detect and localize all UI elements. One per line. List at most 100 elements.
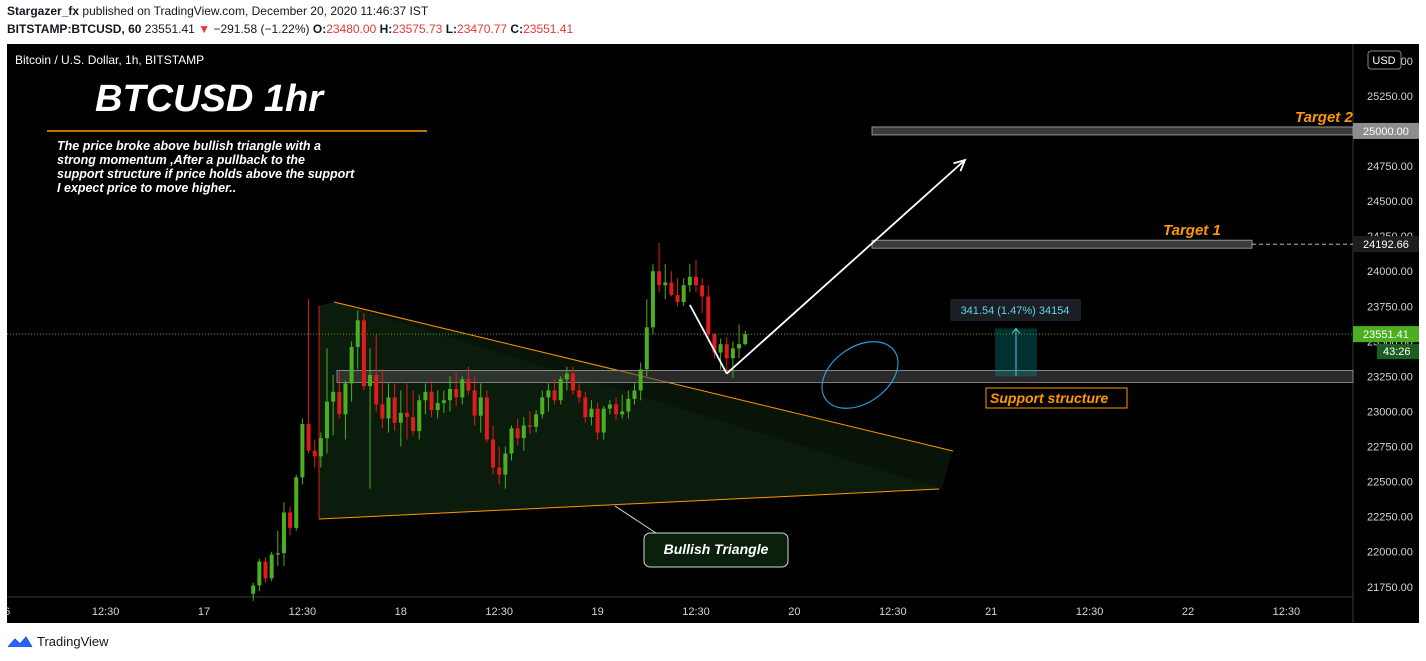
support-zone[interactable] (336, 370, 1354, 383)
candle-body (454, 389, 459, 398)
low-label: L: (445, 22, 458, 36)
x-tick-label: 12:30 (485, 606, 513, 618)
candle-body (355, 320, 360, 347)
price-chart[interactable]: 21750.00 22000.00 22250.00 22500.00 22750.00… (7, 44, 1419, 623)
candle-body (478, 397, 483, 416)
x-tick-label: 19 (591, 606, 603, 618)
candle-body (583, 397, 588, 418)
open-label: O: (312, 22, 327, 36)
candle-body (349, 346, 354, 384)
x-tick-label: 12:30 (682, 606, 710, 618)
y-tick-label: 24500.00 (1367, 196, 1413, 208)
published-text: published on TradingView.com, December 2… (82, 4, 429, 18)
candle-body (331, 391, 336, 402)
x-tick-label: 12:30 (92, 606, 120, 618)
candle-body (552, 390, 557, 401)
low-value: 23470.77 (457, 22, 508, 36)
candle-body (318, 438, 323, 457)
candle-body (626, 398, 631, 412)
candle-body (380, 404, 385, 419)
pattern-label-box[interactable] (643, 532, 789, 568)
target-2-zone[interactable] (871, 126, 1354, 136)
candle-body (281, 512, 286, 554)
current-price-tag-label: 23551.41 (1363, 329, 1409, 341)
projection-arrow-line[interactable] (726, 159, 966, 375)
arrow-head-icon (953, 158, 967, 172)
candle-body (737, 344, 742, 349)
candle-body (638, 369, 643, 391)
description-line-1: The price broke above bullish triangle w… (57, 139, 321, 153)
description-line-4: I expect price to move higher.. (57, 181, 236, 195)
pattern-callout-line (614, 505, 660, 536)
candle-body (411, 417, 416, 432)
chart-area[interactable]: 21750.00 22000.00 22250.00 22500.00 22750.00… (7, 44, 1419, 623)
candle-body (448, 389, 452, 401)
candle-body (429, 391, 434, 411)
footer-brand[interactable]: TradingView (37, 634, 109, 649)
candle-body (650, 271, 655, 328)
candle-body (534, 414, 539, 427)
candle-body (718, 344, 723, 353)
triangle-lower-line[interactable] (318, 488, 940, 520)
x-tick-label: 12:30 (879, 606, 907, 618)
candle-body (595, 408, 600, 433)
x-tick-label: 21 (985, 606, 997, 618)
y-tick-label: 24750.00 (1367, 161, 1413, 173)
publish-info: Stargazer_fx published on TradingView.co… (7, 4, 428, 18)
candle-body (423, 391, 428, 401)
candle-body (269, 554, 274, 579)
candle-body (460, 379, 465, 398)
candle-body (558, 379, 563, 401)
candle-body (700, 285, 705, 297)
publisher-name[interactable]: Stargazer_fx (7, 4, 80, 18)
candle-body (527, 425, 532, 427)
candle-body (632, 390, 637, 399)
x-tick-label: 12:30 (1273, 606, 1301, 618)
candle-body (614, 404, 619, 415)
candle-body (368, 375, 373, 387)
target-2-label: Target 2 (1295, 109, 1353, 126)
candle-body (312, 450, 317, 457)
candle-body (706, 296, 711, 335)
candle-body (472, 390, 477, 416)
candle-body (484, 397, 489, 440)
candle-body (521, 425, 526, 439)
y-tick-label: 24000.00 (1367, 266, 1413, 278)
y-tick-label: 22500.00 (1367, 477, 1413, 489)
x-tick-label: 12:30 (1076, 606, 1104, 618)
candle-body (300, 424, 305, 478)
symbol-line: BITSTAMP:BTCUSD, 60 23551.41 ▼ −291.58 (… (7, 22, 573, 36)
candle-body (663, 282, 668, 286)
candle-body (571, 373, 575, 391)
candle-body (675, 295, 680, 303)
down-arrow-icon: ▼ (198, 22, 211, 36)
target-1-zone[interactable] (871, 239, 1253, 249)
candle-body (657, 271, 662, 286)
target-1-price-tag (1353, 236, 1419, 253)
candle-body (669, 282, 674, 296)
close-value: 23551.41 (523, 22, 574, 36)
price-change: −291.58 (−1.22%) (213, 22, 310, 36)
triangle-shade (334, 302, 952, 489)
candle-body (681, 285, 686, 303)
candle-body (546, 390, 551, 398)
candle-body (417, 400, 422, 432)
y-tick-label: 23750.00 (1367, 301, 1413, 313)
candle-body (337, 391, 342, 415)
candle-body (392, 397, 397, 423)
currency-badge[interactable] (1367, 50, 1402, 70)
support-label-box[interactable] (985, 387, 1128, 409)
candle-body (564, 373, 569, 380)
x-tick-label: 17 (198, 606, 210, 618)
y-tick-label: 22000.00 (1367, 547, 1413, 559)
candle-body (325, 401, 329, 439)
high-value: 23575.73 (392, 22, 443, 36)
pullback-line[interactable] (689, 304, 728, 375)
highlight-ellipse[interactable] (810, 328, 911, 422)
candle-body (620, 411, 625, 415)
target-1-price-tag-label: 24192.66 (1363, 239, 1409, 251)
candle-body (607, 404, 612, 409)
support-label: Support structure (990, 390, 1108, 406)
x-tick-label: 12:30 (289, 606, 317, 618)
current-price-tag (1353, 326, 1419, 343)
